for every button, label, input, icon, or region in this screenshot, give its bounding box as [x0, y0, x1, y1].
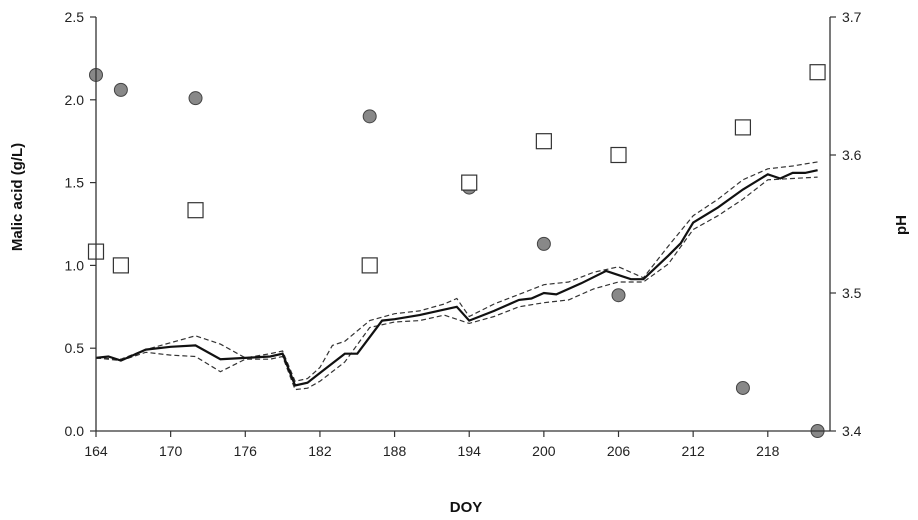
x-tick-label: 182	[308, 443, 332, 459]
x-tick-label: 206	[607, 443, 631, 459]
ph-point	[535, 133, 552, 150]
x-tick-label: 212	[681, 443, 705, 459]
ph-point	[112, 257, 129, 274]
ph-point	[734, 119, 752, 136]
y-tick-label: 0.0	[65, 423, 85, 439]
y-tick-label: 0.5	[65, 340, 85, 356]
malic-acid-point	[113, 82, 128, 97]
y2-tick-label: 3.5	[842, 285, 862, 301]
y2-tick-label: 3.4	[842, 423, 862, 439]
y2-tick-label: 3.7	[842, 9, 862, 25]
malic-acid-point	[735, 380, 750, 395]
tick-labels: 164 170 176 182 188 194 200 206 212 218 0.0 0.5 1.0 1…	[65, 9, 862, 459]
y-tick-label: 2.0	[65, 92, 85, 108]
x-tick-label: 176	[234, 443, 258, 459]
ph-point	[187, 202, 204, 219]
malic-acid-point	[188, 91, 203, 106]
malic-acid-point	[362, 109, 377, 124]
x-tick-label: 218	[756, 443, 780, 459]
x-tick-label: 188	[383, 443, 407, 459]
ph-point	[361, 257, 378, 274]
ph-point	[809, 64, 826, 81]
axes	[95, 17, 831, 432]
y-tick-label: 2.5	[65, 9, 85, 25]
malic-acid-point	[536, 236, 551, 251]
left-axis-title: Malic acid (g/L)	[9, 143, 26, 251]
ph-bound-line	[95, 161, 818, 382]
malic-acid-point	[611, 288, 626, 303]
plot-marks	[87, 64, 826, 438]
x-tick-label: 170	[159, 443, 183, 459]
ph-bound-line	[95, 176, 818, 391]
y2-tick-label: 3.6	[842, 147, 862, 163]
ph-point	[610, 146, 627, 164]
x-tick-label: 194	[458, 443, 482, 459]
right-axis-title: pH	[893, 215, 910, 235]
x-tick-label: 200	[532, 443, 556, 459]
x-axis-title: DOY	[450, 499, 483, 516]
y-tick-label: 1.0	[65, 257, 85, 273]
ph-mean-line	[95, 169, 818, 387]
y-tick-label: 1.5	[65, 175, 85, 191]
ph-point	[461, 174, 478, 191]
x-tick-label: 164	[84, 443, 108, 459]
